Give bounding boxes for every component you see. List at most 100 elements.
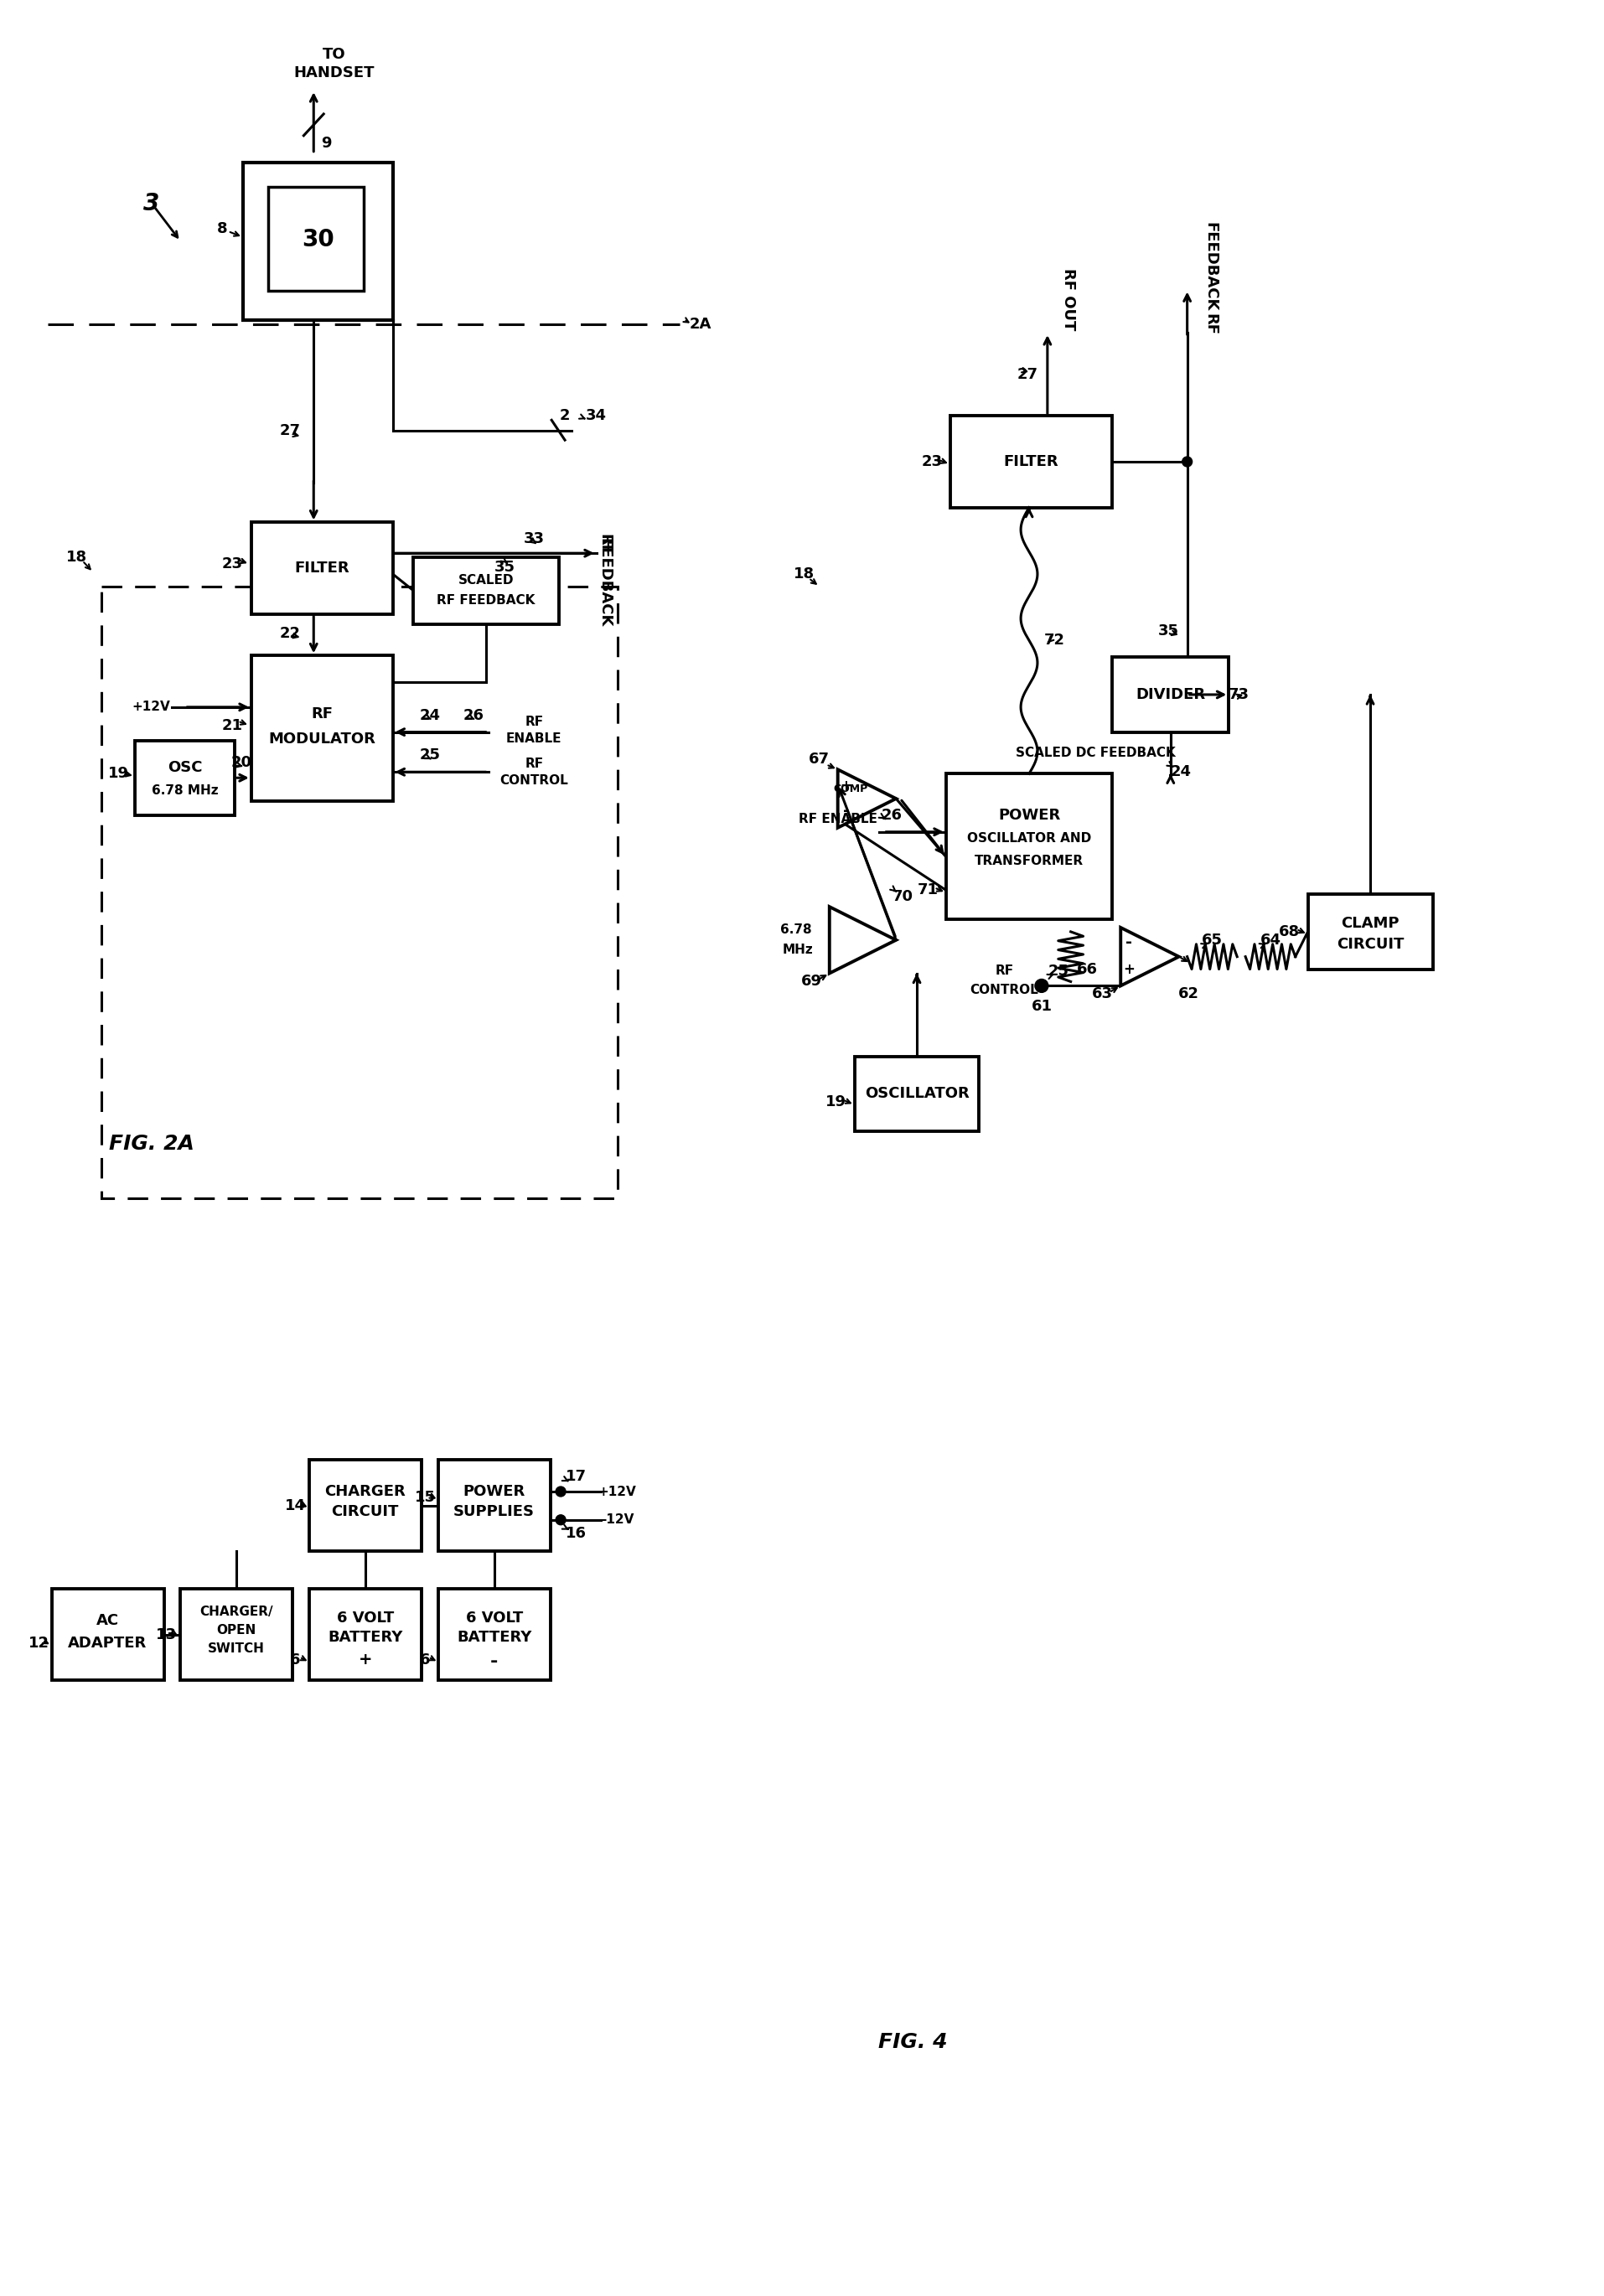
Bar <box>1307 893 1432 969</box>
Text: SCALED: SCALED <box>457 574 513 588</box>
Text: POWER: POWER <box>998 808 1060 822</box>
Polygon shape <box>837 769 895 829</box>
Text: OSCILLATOR: OSCILLATOR <box>865 1086 969 1102</box>
Text: 15: 15 <box>414 1490 435 1504</box>
Bar <box>101 585 618 1199</box>
Text: ADAPTER: ADAPTER <box>67 1635 146 1651</box>
Text: 16: 16 <box>565 1525 585 1541</box>
Text: CONTROL: CONTROL <box>969 983 1038 996</box>
Text: RF: RF <box>994 964 1012 978</box>
Circle shape <box>1182 457 1192 466</box>
Text: 62: 62 <box>1177 987 1198 1001</box>
Text: RF: RF <box>525 758 544 769</box>
Bar <box>438 1589 550 1681</box>
Text: 72: 72 <box>1043 634 1063 647</box>
Text: 13: 13 <box>156 1628 176 1642</box>
Text: CLAMP: CLAMP <box>1341 916 1399 930</box>
Bar <box>242 163 393 319</box>
Text: FEEDBACK: FEEDBACK <box>597 537 613 627</box>
Bar <box>950 416 1112 507</box>
Text: AC: AC <box>96 1614 119 1628</box>
Text: OSCILLATOR AND: OSCILLATOR AND <box>967 831 1091 845</box>
Text: MODULATOR: MODULATOR <box>268 730 375 746</box>
Text: DIVIDER: DIVIDER <box>1136 687 1205 703</box>
Text: TO: TO <box>322 46 346 62</box>
Bar <box>51 1589 164 1681</box>
Text: CHARGER: CHARGER <box>324 1483 406 1499</box>
Text: 66: 66 <box>1076 962 1097 976</box>
Bar <box>135 739 234 815</box>
Text: 19: 19 <box>107 767 128 781</box>
Text: 24: 24 <box>1169 765 1190 781</box>
Text: 33: 33 <box>523 530 544 546</box>
Text: 25: 25 <box>419 748 441 762</box>
Text: 25: 25 <box>1047 964 1068 978</box>
Text: RF: RF <box>311 707 332 721</box>
Text: RF: RF <box>525 716 544 728</box>
Text: RF: RF <box>1203 315 1217 335</box>
Text: -: - <box>489 1653 497 1669</box>
Text: 12: 12 <box>29 1635 50 1651</box>
Text: RF FEEDBACK: RF FEEDBACK <box>436 595 534 606</box>
Text: CIRCUIT: CIRCUIT <box>1336 937 1404 953</box>
Text: 65: 65 <box>1201 932 1222 948</box>
Text: 27: 27 <box>1017 367 1038 381</box>
Text: MHz: MHz <box>783 944 813 957</box>
Text: -: - <box>1124 934 1132 951</box>
Text: SCALED DC FEEDBACK: SCALED DC FEEDBACK <box>1015 746 1176 760</box>
Bar <box>180 1589 292 1681</box>
Bar <box>414 558 558 625</box>
Text: RF: RF <box>597 535 613 556</box>
Text: -12V: -12V <box>600 1513 634 1527</box>
Text: FILTER: FILTER <box>1002 455 1057 468</box>
Bar <box>853 1056 978 1132</box>
Text: SWITCH: SWITCH <box>209 1642 265 1655</box>
Text: +12V: +12V <box>598 1486 637 1497</box>
Text: ENABLE: ENABLE <box>505 732 561 744</box>
Text: CIRCUIT: CIRCUIT <box>332 1504 399 1520</box>
Text: +: + <box>840 778 852 794</box>
Text: 3: 3 <box>143 193 159 216</box>
Circle shape <box>555 1486 566 1497</box>
Text: 67: 67 <box>808 753 829 767</box>
Text: HANDSET: HANDSET <box>294 67 375 80</box>
Text: FILTER: FILTER <box>294 560 350 576</box>
Text: 17: 17 <box>565 1469 585 1483</box>
Bar <box>1112 657 1229 732</box>
Text: 6.78: 6.78 <box>780 923 812 937</box>
Text: 22: 22 <box>279 627 300 641</box>
Bar <box>310 1589 422 1681</box>
Text: 6: 6 <box>290 1653 300 1667</box>
Text: 26: 26 <box>462 707 483 723</box>
Text: CHARGER/: CHARGER/ <box>199 1605 273 1619</box>
Text: +12V: +12V <box>132 700 170 714</box>
Circle shape <box>555 1515 566 1525</box>
Text: FIG. 4: FIG. 4 <box>877 2032 946 2053</box>
Text: 24: 24 <box>419 707 441 723</box>
Text: 61: 61 <box>1031 999 1052 1015</box>
Text: 21: 21 <box>221 719 242 732</box>
Text: 35: 35 <box>1158 622 1179 638</box>
Bar <box>438 1460 550 1552</box>
Polygon shape <box>1120 928 1179 985</box>
Text: 19: 19 <box>824 1095 847 1109</box>
Text: 27: 27 <box>279 422 300 439</box>
Text: 14: 14 <box>286 1499 306 1513</box>
Text: POWER: POWER <box>464 1483 525 1499</box>
Bar <box>252 523 393 613</box>
Text: 20: 20 <box>231 755 252 771</box>
Text: 6: 6 <box>420 1653 430 1667</box>
Text: COMP: COMP <box>832 783 868 794</box>
Text: 18: 18 <box>794 567 815 581</box>
Text: CONTROL: CONTROL <box>499 774 568 788</box>
Text: BATTERY: BATTERY <box>327 1630 403 1644</box>
Text: 18: 18 <box>66 549 87 565</box>
Text: 23: 23 <box>221 556 242 572</box>
Text: 63: 63 <box>1091 987 1112 1001</box>
Text: 8: 8 <box>217 220 228 236</box>
Text: 69: 69 <box>800 974 821 990</box>
Text: 23: 23 <box>921 455 942 468</box>
Text: 6 VOLT: 6 VOLT <box>337 1609 393 1626</box>
Bar <box>252 657 393 801</box>
Bar <box>945 774 1112 918</box>
